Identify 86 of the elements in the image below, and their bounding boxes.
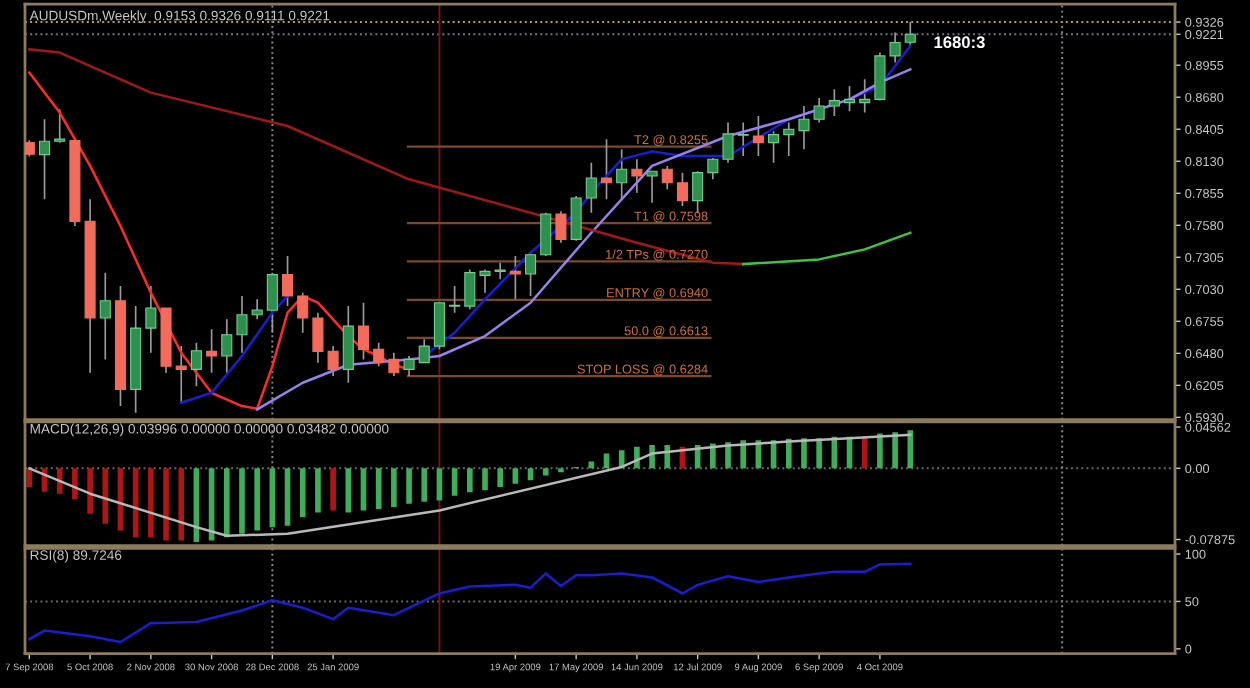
bar	[406, 468, 412, 504]
bar	[299, 468, 306, 518]
line-series	[28, 562, 912, 644]
candlestick	[798, 105, 810, 151]
candlestick	[418, 338, 430, 364]
candlestick	[175, 345, 187, 404]
bar	[102, 468, 109, 524]
candlestick	[464, 268, 476, 311]
line-series	[28, 48, 745, 266]
bar	[497, 468, 504, 488]
candlestick	[783, 121, 795, 157]
candlestick	[251, 298, 263, 321]
candlestick	[494, 261, 506, 281]
line-series	[255, 68, 912, 411]
candlestick	[631, 158, 643, 194]
candlestick	[555, 210, 567, 244]
bar	[254, 468, 260, 531]
candlestick	[509, 255, 521, 301]
bar	[542, 468, 549, 476]
line-series	[28, 433, 912, 538]
candlestick	[707, 157, 719, 181]
candlestick	[843, 85, 856, 113]
candlestick	[357, 301, 370, 361]
candlestick	[206, 328, 218, 374]
candlestick	[373, 341, 385, 367]
candlestick	[768, 130, 780, 164]
candlestick	[585, 161, 597, 214]
candlestick	[616, 148, 628, 201]
bar	[512, 468, 519, 484]
candlestick	[236, 295, 248, 354]
candlestick	[570, 195, 582, 242]
candlestick	[600, 138, 613, 201]
bar	[664, 444, 671, 469]
candlestick	[403, 355, 415, 377]
candlestick	[676, 171, 688, 207]
bar	[239, 468, 245, 534]
bar	[330, 468, 336, 511]
candlestick	[479, 268, 491, 294]
candlestick	[99, 271, 111, 361]
candlestick	[752, 115, 764, 157]
bar	[72, 468, 78, 500]
candlestick	[282, 255, 294, 307]
bar	[87, 468, 93, 514]
bar	[345, 468, 352, 513]
annotation: 1680:3	[934, 36, 985, 49]
candlestick	[722, 121, 734, 164]
bar	[466, 468, 473, 493]
bar	[178, 468, 185, 541]
bar	[861, 436, 868, 469]
bar	[801, 438, 807, 469]
bar	[877, 433, 883, 469]
candlestick	[54, 108, 66, 144]
candlestick	[38, 118, 51, 201]
candlestick	[342, 305, 354, 384]
candlestick	[449, 285, 461, 314]
candlestick	[828, 88, 840, 117]
bar	[163, 468, 169, 541]
candlestick	[433, 301, 445, 351]
candlestick	[646, 170, 658, 204]
bar	[391, 468, 397, 508]
candlestick	[540, 211, 552, 257]
bar	[785, 438, 792, 469]
candlestick	[859, 78, 871, 114]
bar	[421, 468, 428, 502]
bar	[892, 432, 898, 469]
candlestick	[221, 318, 233, 374]
candlestick	[145, 285, 157, 354]
candlestick	[661, 165, 673, 191]
bar	[148, 468, 154, 538]
candlestick	[813, 97, 825, 124]
candlestick	[388, 351, 400, 377]
line-series	[741, 231, 912, 266]
bar	[482, 468, 488, 491]
candlestick	[904, 21, 916, 48]
bar	[315, 468, 321, 513]
candlestick	[190, 341, 202, 387]
candlestick	[525, 251, 537, 297]
bar	[816, 438, 822, 469]
bar	[223, 468, 230, 538]
candlestick	[297, 291, 309, 334]
bar	[907, 430, 914, 469]
bar	[284, 468, 291, 526]
bar	[451, 468, 458, 496]
candlestick	[266, 271, 278, 334]
candlestick	[737, 121, 749, 157]
candlestick	[692, 170, 704, 214]
